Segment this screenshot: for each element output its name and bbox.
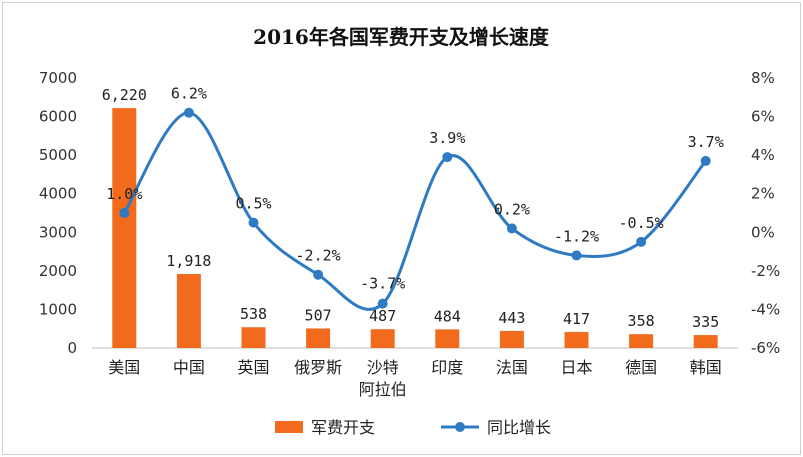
- y-left-tick-label: 4000: [39, 185, 77, 203]
- bar-layer: [112, 108, 718, 348]
- y-right-tick-label: 6%: [751, 108, 775, 126]
- x-tick-label: 法国: [496, 358, 528, 377]
- bar: [564, 331, 589, 348]
- y-left-tick-label: 0: [67, 339, 77, 357]
- y-right-tick-label: -6%: [751, 339, 780, 357]
- line-value-label: -1.2%: [554, 227, 599, 245]
- bar-value-label: 358: [628, 312, 655, 330]
- line-value-label: -0.5%: [619, 214, 664, 232]
- chart-title: 2016年各国军费开支及增长速度: [253, 25, 550, 49]
- bar: [499, 330, 524, 348]
- line-value-label: 6.2%: [171, 85, 207, 103]
- bar: [435, 329, 460, 348]
- bar: [306, 328, 331, 348]
- x-tick-label: 德国: [625, 358, 657, 377]
- legend: 军费开支 同比增长: [275, 418, 551, 437]
- label-layer: 6,220 1,918 538 507 487 484 443 417 358 335 1.0% 6.…: [102, 85, 724, 331]
- x-tick-label: 日本: [560, 358, 592, 377]
- line-point: [183, 107, 194, 118]
- x-tick-label: 阿拉伯: [359, 380, 407, 399]
- line-point: [248, 217, 259, 228]
- bar: [241, 327, 266, 348]
- bar: [629, 334, 654, 348]
- bar-value-label: 487: [369, 307, 396, 325]
- line-point: [571, 250, 582, 261]
- line-value-label: 1.0%: [106, 185, 142, 203]
- bar-value-label: 443: [498, 309, 525, 327]
- y-left-tick-label: 5000: [39, 146, 77, 164]
- y-right-tick-label: 4%: [751, 146, 775, 164]
- x-tick-label: 英国: [237, 358, 269, 377]
- y-left-tick-label: 6000: [39, 108, 77, 126]
- bar-value-label: 1,918: [166, 252, 211, 270]
- y-left-tick-label: 2000: [39, 262, 77, 280]
- x-tick-label: 美国: [108, 358, 140, 377]
- line-point: [377, 298, 388, 309]
- line-point: [636, 236, 647, 247]
- line-layer: [119, 107, 711, 311]
- legend-swatch-marker: [455, 422, 465, 432]
- legend-label-bars: 军费开支: [311, 418, 375, 437]
- bar: [112, 108, 137, 348]
- line-value-label: -3.7%: [360, 275, 405, 293]
- x-tick-label: 韩国: [690, 358, 722, 377]
- bar: [176, 274, 201, 348]
- line-point: [506, 223, 517, 234]
- x-tick-label: 俄罗斯: [294, 358, 342, 377]
- y-left-tick-label: 7000: [39, 69, 77, 87]
- legend-label-line: 同比增长: [487, 418, 551, 437]
- y-right-tick-label: 2%: [751, 185, 775, 203]
- y-right-tick-label: -4%: [751, 300, 780, 318]
- bar-value-label: 6,220: [102, 86, 147, 104]
- line-point: [442, 152, 453, 163]
- y-left-tick-label: 3000: [39, 223, 77, 241]
- line-point: [119, 208, 130, 218]
- y-left-tick-label: 1000: [39, 300, 77, 318]
- x-tick-label: 印度: [431, 358, 463, 377]
- line-point: [313, 269, 324, 280]
- line-value-label: -2.2%: [296, 247, 341, 265]
- x-tick-label: 沙特: [367, 358, 399, 377]
- line-value-label: 0.2%: [494, 200, 530, 218]
- growth-line: [123, 111, 707, 311]
- bar-value-label: 484: [434, 307, 461, 325]
- chart-svg: 2016年各国军费开支及增长速度 0 1000 2000 3000 4000 5000 60…: [39, 25, 780, 437]
- y-right-tick-label: -2%: [751, 262, 780, 280]
- line-value-label: 3.9%: [429, 129, 465, 147]
- axis-layer: 0 1000 2000 3000 4000 5000 6000 7000 -6% -4% -2% 0%…: [39, 69, 780, 399]
- y-right-tick-label: 8%: [751, 69, 775, 87]
- x-tick-label: 中国: [173, 358, 205, 377]
- bar: [370, 329, 395, 348]
- bar-value-label: 538: [240, 305, 267, 323]
- line-value-label: 0.5%: [235, 195, 271, 213]
- line-point: [700, 155, 711, 166]
- bar-value-label: 335: [692, 313, 719, 331]
- y-right-tick-label: 0%: [751, 223, 775, 241]
- bar-value-label: 507: [305, 306, 332, 324]
- legend-swatch-bars: [275, 421, 303, 433]
- bar: [693, 335, 718, 348]
- bar-value-label: 417: [563, 310, 590, 328]
- line-value-label: 3.7%: [688, 133, 724, 151]
